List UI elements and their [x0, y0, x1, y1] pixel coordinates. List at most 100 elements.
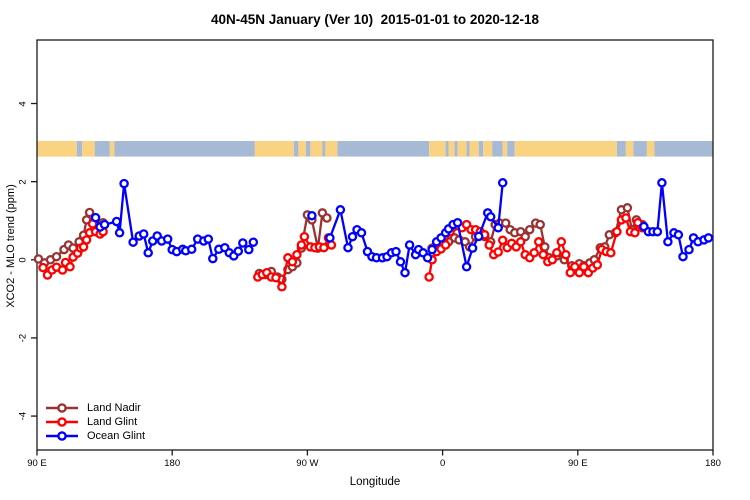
data-point-ocean-glint	[99, 219, 110, 230]
data-point-land-glint	[592, 260, 603, 270]
data-point-ocean-glint	[244, 244, 254, 255]
data-point-ocean-glint	[657, 178, 667, 188]
map-strip-segment-land	[457, 141, 467, 157]
data-point-ocean-glint	[703, 233, 714, 243]
y-tick-label: -2	[17, 333, 29, 343]
data-point-land-glint	[319, 242, 329, 253]
data-point-ocean-glint	[485, 212, 496, 222]
legend-marker-land-nadir-icon	[57, 403, 67, 413]
map-strip-segment-ocean	[616, 141, 626, 157]
map-strip-segment-land	[82, 141, 95, 157]
data-point-ocean-glint	[473, 231, 484, 242]
data-point-ocean-glint	[248, 237, 259, 247]
data-point-land-glint	[561, 249, 571, 260]
x-axis-label: Longitude	[349, 476, 401, 488]
map-strip-segment-land	[310, 141, 323, 157]
data-point-ocean-glint	[663, 237, 673, 247]
x-tick-label: 90 W	[296, 458, 319, 469]
data-point-land-glint	[621, 213, 631, 223]
data-point-ocean-glint	[114, 228, 125, 238]
data-point-land-glint	[493, 247, 503, 257]
data-point-land-glint	[533, 237, 544, 247]
data-point-ocean-glint	[497, 178, 508, 188]
data-point-ocean-glint	[238, 238, 248, 248]
data-point-ocean-glint	[493, 223, 503, 233]
data-point-ocean-glint	[325, 233, 335, 243]
legend-swatch-land-glint-icon	[46, 417, 78, 427]
data-point-ocean-glint	[233, 246, 244, 256]
map-strip-segment-ocean	[322, 141, 326, 157]
data-point-land-glint	[484, 240, 494, 250]
y-axis-label: XCO2 - MLO trend (ppm)	[5, 184, 17, 308]
data-point-land-glint	[497, 235, 508, 246]
map-strip-segment-ocean	[94, 141, 110, 157]
map-strip-segment-ocean	[633, 141, 647, 157]
map-strip-segment-land	[429, 141, 446, 157]
data-point-land-glint	[552, 248, 562, 258]
data-point-ocean-glint	[186, 244, 197, 255]
data-point-land-glint	[574, 267, 585, 278]
data-point-ocean-glint	[427, 244, 437, 255]
data-point-ocean-glint	[128, 237, 138, 247]
data-point-land-glint	[538, 249, 548, 260]
legend-row-land-glint: Land Glint	[45, 415, 145, 429]
map-strip-segment-land	[483, 141, 493, 157]
map-strip-segment-land	[254, 141, 294, 157]
data-point-land-glint	[271, 273, 281, 283]
map-strip-segment-land	[109, 141, 115, 157]
data-point-land-glint	[606, 248, 616, 258]
map-strip-segment-land	[646, 141, 655, 157]
data-point-land-nadir	[322, 213, 332, 223]
data-point-land-glint	[292, 249, 302, 260]
map-strip-segment-ocean	[293, 141, 299, 157]
data-point-land-glint	[38, 262, 48, 273]
data-point-land-glint	[65, 262, 75, 272]
legend-marker-land-glint-icon	[57, 417, 67, 427]
map-strip-segment-ocean	[337, 141, 429, 157]
y-tick-label: -4	[17, 411, 29, 421]
data-point-land-glint	[547, 255, 558, 265]
data-point-ocean-glint	[208, 253, 218, 264]
map-strip-segment-ocean	[507, 141, 515, 157]
legend-swatch-land-nadir-icon	[46, 403, 78, 413]
data-point-ocean-glint	[347, 231, 358, 242]
map-strip-segment-ocean	[454, 141, 458, 157]
data-point-ocean-glint	[400, 267, 410, 278]
legend-swatch-ocean-glint-icon	[46, 431, 78, 441]
data-point-land-glint	[579, 262, 589, 272]
y-tick-label: 0	[17, 257, 29, 263]
data-point-land-glint	[299, 231, 310, 242]
data-point-ocean-glint	[684, 244, 694, 255]
x-tick-label: 0	[439, 458, 446, 469]
map-strip-segment-ocean	[445, 141, 449, 157]
legend-label-land-nadir: Land Nadir	[87, 402, 141, 414]
data-point-land-glint	[612, 226, 622, 237]
data-point-land-nadir	[524, 224, 535, 235]
legend-label-ocean-glint: Ocean Glint	[87, 430, 146, 442]
map-strip-segment-ocean	[114, 141, 255, 157]
x-tick-label: 180	[164, 458, 181, 469]
map-strip-segment-ocean	[466, 141, 470, 157]
map-strip-segment-land	[448, 141, 455, 157]
legend: Land Nadir Land Glint Ocean Glint	[45, 401, 145, 443]
y-tick-label: 4	[17, 100, 29, 107]
data-point-ocean-glint	[138, 229, 149, 239]
legend-marker-ocean-glint-icon	[57, 431, 67, 441]
legend-row-land-nadir: Land Nadir	[45, 401, 145, 415]
data-point-land-glint	[440, 240, 451, 250]
data-point-ocean-glint	[391, 246, 401, 257]
data-point-land-nadir	[535, 219, 545, 230]
map-strip-segment-land	[502, 141, 508, 157]
data-point-ocean-glint	[343, 242, 353, 253]
data-point-ocean-glint	[307, 210, 317, 221]
map-strip-segment-land	[37, 141, 77, 157]
data-point-ocean-glint	[673, 230, 684, 240]
data-point-land-glint	[565, 267, 576, 278]
map-strip-segment-ocean	[478, 141, 484, 157]
data-point-ocean-glint	[162, 234, 173, 244]
data-point-land-glint	[57, 265, 68, 275]
data-point-ocean-glint	[395, 257, 406, 267]
data-point-ocean-glint	[422, 253, 433, 263]
map-strip-segment-land	[625, 141, 634, 157]
